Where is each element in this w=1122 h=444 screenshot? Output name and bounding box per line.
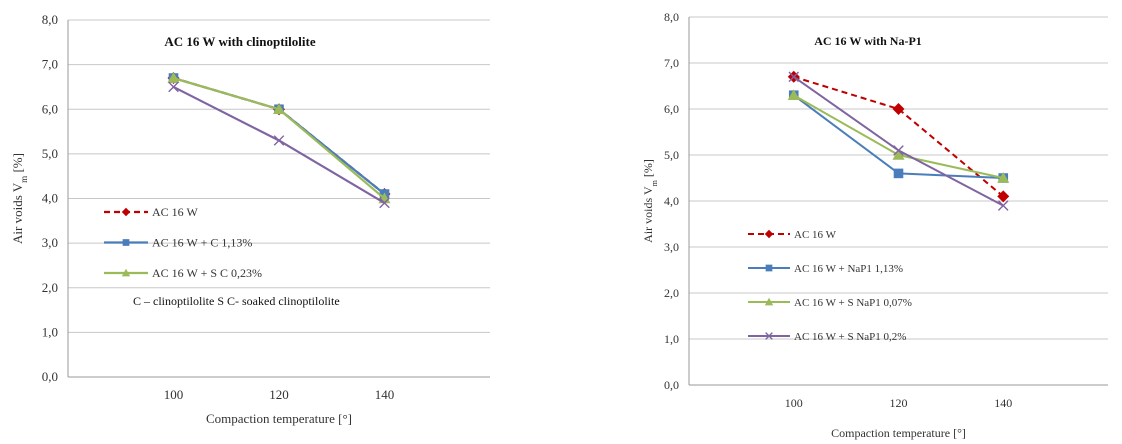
legend-marker xyxy=(765,332,773,340)
y-tick-label: 8,0 xyxy=(664,10,679,24)
series-line xyxy=(793,75,1004,198)
y-tick-label: 2,0 xyxy=(664,286,679,300)
y-tick-label: 4,0 xyxy=(664,194,679,208)
chart-title: AC 16 W with Na-P1 xyxy=(814,34,922,48)
series-line xyxy=(793,75,1004,207)
x-tick-label: 100 xyxy=(785,396,803,410)
x-tick-label: 120 xyxy=(269,387,289,402)
chart-title: AC 16 W with clinoptilolite xyxy=(164,34,315,49)
legend-marker xyxy=(764,297,774,306)
series-line xyxy=(173,76,386,195)
y-tick-label: 6,0 xyxy=(664,102,679,116)
chart-right: 0,0 1,0 2,0 3,0 4,0 5,0 6,0 7,0 8,0 100 120 140 AC 1… xyxy=(560,0,1122,444)
legend-label: AC 16 W + S NaP1 0,07% xyxy=(794,297,912,309)
y-tick-label: 3,0 xyxy=(664,240,679,254)
legend-marker xyxy=(764,229,774,239)
data-point xyxy=(892,103,905,115)
data-point xyxy=(787,89,800,100)
chart-left: 0,0 1,0 2,0 3,0 4,0 5,0 6,0 7,0 8,0 100 120 140 AC 1… xyxy=(0,0,560,444)
data-point xyxy=(273,135,285,146)
y-tick-label: 5,0 xyxy=(42,146,58,161)
data-point xyxy=(892,149,905,160)
y-tick-label: 3,0 xyxy=(42,235,58,250)
x-tick-label: 120 xyxy=(890,396,908,410)
y-tick-label: 2,0 xyxy=(42,280,58,295)
legend-label: AC 16 W + S C 0,23% xyxy=(152,266,262,280)
x-tick-label: 140 xyxy=(375,387,395,402)
y-tick-label: 7,0 xyxy=(664,56,679,70)
y-tick-label: 8,0 xyxy=(42,12,58,27)
legend-marker xyxy=(121,268,131,277)
x-tick-label: 140 xyxy=(994,396,1012,410)
data-point xyxy=(788,71,800,83)
series-line xyxy=(173,76,386,195)
x-axis-title: Compaction temperature [°] xyxy=(206,411,352,426)
y-tick-label: 5,0 xyxy=(664,148,679,162)
y-tick-label: 1,0 xyxy=(664,332,679,346)
legend-label: AC 16 W xyxy=(152,205,198,219)
data-point xyxy=(273,103,285,115)
y-tick-label: 0,0 xyxy=(42,369,58,384)
legend-label: AC 16 W + NaP1 1,13% xyxy=(794,263,903,275)
y-tick-label: 1,0 xyxy=(42,324,58,339)
y-tick-label: 4,0 xyxy=(42,191,58,206)
y-axis-title: Air voids Vm [%] xyxy=(641,159,659,243)
data-point xyxy=(893,168,904,179)
data-point xyxy=(168,81,179,93)
series-line xyxy=(173,76,386,200)
legend-label: AC 16 W + C 1,13% xyxy=(152,236,252,250)
data-point xyxy=(167,72,180,83)
legend-marker xyxy=(765,264,773,272)
data-point xyxy=(997,190,1010,203)
data-point xyxy=(997,200,1009,211)
y-tick-label: 6,0 xyxy=(42,101,58,116)
legend-marker xyxy=(121,207,131,217)
chart-right-svg: 0,0 1,0 2,0 3,0 4,0 5,0 6,0 7,0 8,0 100 120 140 AC 1… xyxy=(641,10,1108,440)
legend-marker xyxy=(122,239,130,246)
data-point xyxy=(997,172,1010,183)
y-axis-title: Air voids Vm [%] xyxy=(10,153,29,244)
data-point xyxy=(893,145,904,156)
legend-label: AC 16 W xyxy=(794,229,837,241)
x-axis-title: Compaction temperature [°] xyxy=(831,426,966,440)
chart-left-svg: 0,0 1,0 2,0 3,0 4,0 5,0 6,0 7,0 8,0 100 120 140 AC 1… xyxy=(10,12,490,426)
chart-note: C – clinoptilolite S C- soaked clinoptil… xyxy=(133,294,340,308)
data-point xyxy=(379,197,390,209)
x-tick-label: 100 xyxy=(164,387,184,402)
legend-label: AC 16 W + S NaP1 0,2% xyxy=(794,331,906,343)
y-tick-label: 7,0 xyxy=(42,57,58,72)
y-tick-label: 0,0 xyxy=(664,378,679,392)
